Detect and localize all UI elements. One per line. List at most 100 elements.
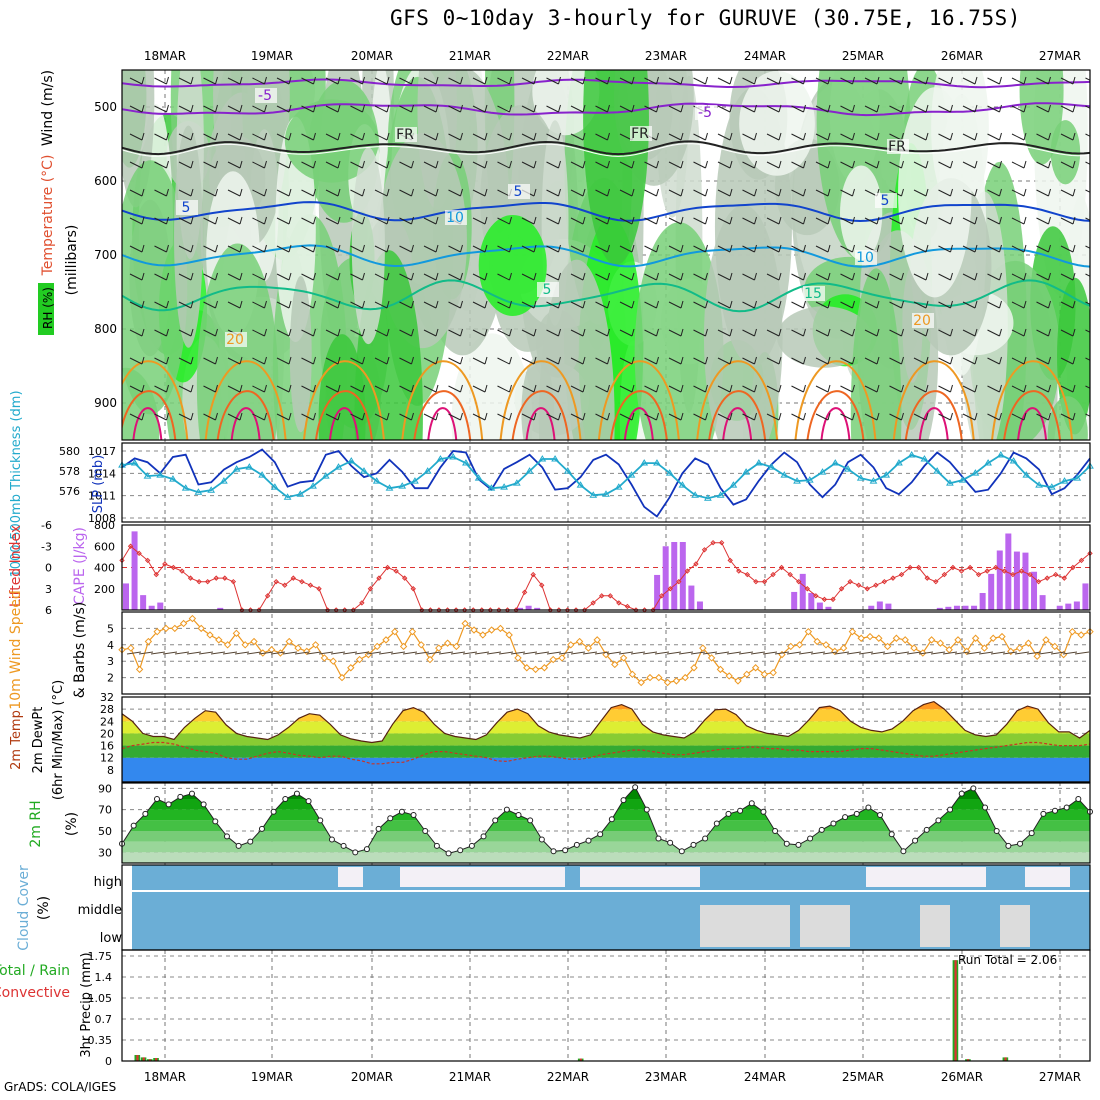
wind-barb-flag [950, 328, 953, 337]
wind-barb-flag [1048, 244, 1051, 253]
wind-barb [1011, 273, 1025, 281]
wind-barb [619, 385, 633, 393]
wind-barb-flag [729, 244, 733, 253]
wind-barb-flag [460, 272, 463, 281]
wind-barb [595, 357, 608, 365]
wind-barb [252, 245, 265, 253]
wind-barb [595, 133, 608, 141]
wind-barb-flag [239, 384, 243, 393]
wind-barb-flag [925, 384, 929, 393]
thickness-marker [156, 471, 165, 478]
wind-barb-flag [803, 384, 806, 393]
wind-barb [546, 413, 559, 421]
thickness-marker [436, 455, 445, 462]
thickness-ytick: 576 [59, 485, 80, 498]
wind-barb-flag [1098, 385, 1100, 392]
wind-barb [742, 161, 755, 169]
rh-shading [351, 147, 385, 345]
wind-barb-flag [313, 160, 316, 169]
wind-barb [619, 329, 633, 337]
wind-barb-flag [631, 356, 635, 365]
wind-barb-flag [141, 104, 145, 113]
wind-barb-flag [239, 300, 243, 309]
wind-barb [1085, 189, 1090, 193]
thickness-marker [462, 459, 470, 466]
wind-barb [154, 217, 167, 225]
wind-barb-flag [631, 160, 635, 169]
axis-label-millibars: (millibars) [64, 225, 80, 296]
wind-barb-flag [950, 300, 953, 309]
wind-barb-10m [462, 651, 478, 655]
li-marker [1044, 575, 1050, 581]
rh-shading [451, 333, 533, 440]
li-marker [521, 589, 528, 595]
wind-barb-flag [190, 188, 194, 197]
wind-barb-10m [630, 651, 646, 655]
cape-bar [148, 605, 155, 610]
isotherm-label-bg [176, 200, 198, 215]
wind-barb-flag [1072, 328, 1076, 337]
wind-barb [178, 189, 192, 197]
isotherm-label: FR [631, 126, 649, 142]
wind-barb [693, 329, 706, 337]
wind-barb [766, 245, 780, 253]
wind-barb [1036, 105, 1049, 113]
wind-barb-flag [386, 272, 390, 281]
wind-barb [668, 301, 682, 309]
wind-barb-flag [190, 244, 194, 253]
thickness-marker [818, 468, 827, 475]
wind-barb [987, 413, 1000, 421]
wind-barb [129, 385, 143, 393]
precip-legend-convective: Convective [0, 985, 70, 1001]
thickness-marker [907, 451, 916, 458]
wind-barb [227, 245, 241, 253]
wind-barb [497, 133, 510, 141]
wind-barb [227, 301, 241, 309]
wind-barb-flag [827, 216, 831, 225]
wind-barb [791, 161, 804, 169]
wind-barb-flag [1072, 132, 1076, 141]
wind-barb-flag [141, 76, 145, 85]
wind-barb-10m [126, 651, 142, 655]
isotherm-label-bg [395, 127, 417, 142]
cape-bar [654, 574, 661, 610]
wind-barb-flag [729, 104, 733, 113]
wind-barb [252, 217, 265, 225]
wind-barb-flag [411, 384, 414, 393]
wind-barb-flag [509, 300, 512, 309]
thickness-marker [245, 463, 254, 470]
rh-ytick: 70 [98, 804, 112, 817]
rh-marker [783, 840, 790, 847]
wind-marker [162, 624, 170, 633]
li-marker [213, 575, 219, 581]
wind-barb [938, 161, 951, 169]
rh-marker [457, 847, 464, 854]
date-label-top: 23MAR [645, 49, 687, 63]
wind-barb [472, 413, 486, 421]
wind-barb [840, 133, 853, 141]
wind-barb [987, 77, 1000, 85]
isotherm-label-bg [887, 139, 909, 154]
wind-barb-flag [1023, 244, 1027, 253]
temp-ytick: 20 [100, 727, 114, 740]
wind-barb [644, 329, 657, 337]
wind-barb [472, 385, 486, 393]
li-marker [667, 586, 673, 592]
wind-barb-10m [318, 651, 334, 655]
wind-barb-flag [166, 328, 169, 337]
rh-marker [678, 848, 685, 855]
wind-barb-10m [762, 651, 778, 655]
li-marker [264, 593, 271, 599]
wind-barb-flag [827, 76, 831, 85]
wind-barb-flag [435, 132, 439, 141]
wind-barb-flag [974, 244, 978, 253]
wind-marker [496, 624, 505, 633]
wind-barb-flag [484, 104, 488, 113]
wind-barb-10m [1038, 651, 1054, 655]
wind-barb-flag [925, 356, 929, 365]
wind-barb-flag [680, 272, 684, 281]
wind-barb-flag [754, 76, 757, 85]
wind-barb [815, 385, 829, 393]
wind-barb-flag [288, 300, 292, 309]
wind-barb [301, 189, 314, 197]
